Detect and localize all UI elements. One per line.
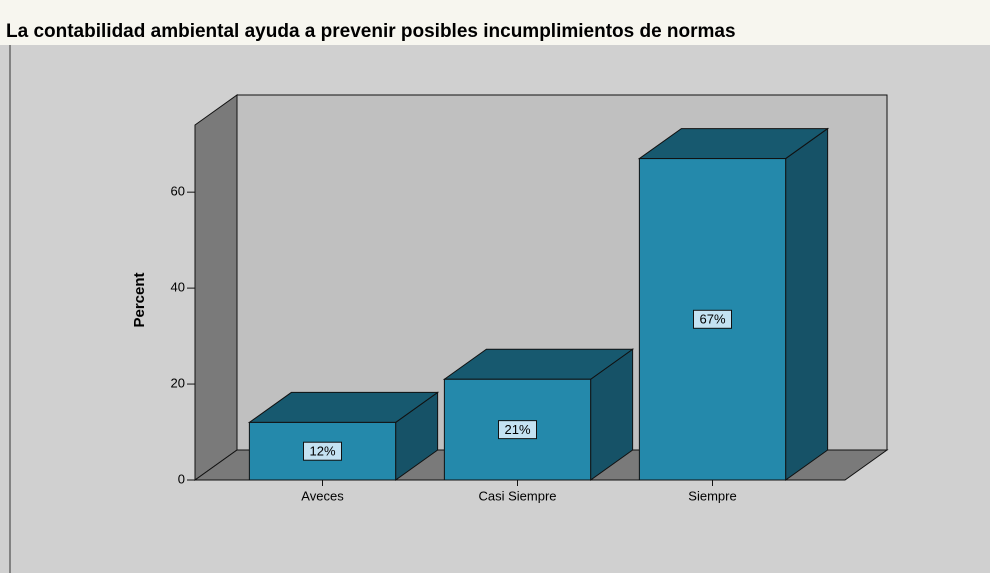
chart-title: La contabilidad ambiental ayuda a preven… [6, 21, 736, 42]
title-band [0, 0, 990, 45]
y-tick-label: 0 [178, 471, 185, 486]
value-label-box [693, 309, 732, 329]
y-tick-label: 40 [171, 280, 185, 295]
left-wall [194, 94, 238, 481]
x-tick-label: Casi Siempre [478, 488, 556, 503]
value-label-box [303, 441, 342, 461]
value-label: 12% [309, 444, 335, 459]
x-tick-label: Aveces [301, 488, 344, 503]
y-tick-label: 60 [171, 184, 185, 199]
x-tick-label: Siempre [688, 488, 736, 503]
y-axis-label: Percent [131, 272, 148, 327]
value-label: 67% [699, 312, 725, 327]
value-label: 21% [504, 422, 530, 437]
bar-side [785, 127, 829, 481]
value-label-box [498, 420, 537, 440]
y-tick-label: 20 [171, 375, 185, 390]
